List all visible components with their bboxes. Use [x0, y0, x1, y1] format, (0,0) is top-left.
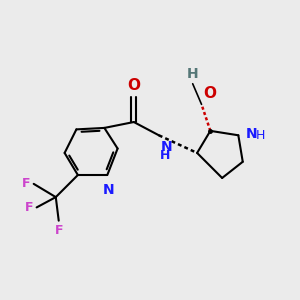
- Text: N: N: [103, 183, 115, 197]
- Text: F: F: [55, 224, 63, 237]
- Text: F: F: [25, 201, 33, 214]
- Text: N: N: [246, 127, 257, 141]
- Text: N: N: [160, 140, 172, 154]
- Text: O: O: [203, 86, 216, 101]
- Text: O: O: [127, 78, 140, 93]
- Text: F: F: [22, 177, 30, 190]
- Text: H: H: [187, 67, 199, 81]
- Text: H: H: [255, 129, 265, 142]
- Text: H: H: [160, 148, 171, 161]
